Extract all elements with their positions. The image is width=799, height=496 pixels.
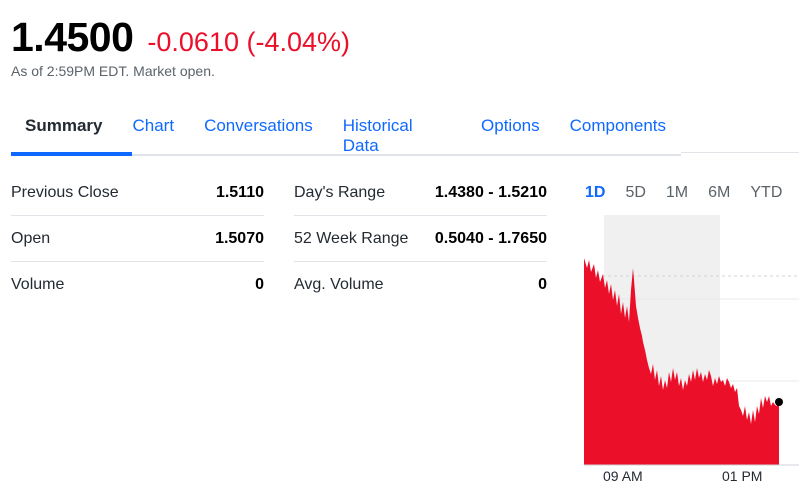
stat-days-range: Day's Range 1.4380 - 1.5210 xyxy=(294,170,547,216)
summary-stats-left: Previous Close 1.5110 Open 1.5070 Volume… xyxy=(11,170,264,307)
quote-tabs: Summary Chart Conversations Historical D… xyxy=(11,104,681,156)
tab-summary[interactable]: Summary xyxy=(11,104,134,156)
stat-value: 1.5110 xyxy=(215,183,264,201)
current-price: 1.4500 xyxy=(11,14,134,60)
x-tick-label: 01 PM xyxy=(722,468,763,484)
price-row: 1.4500 -0.0610 (-4.04%) xyxy=(11,14,350,61)
tab-historical-data[interactable]: Historical Data xyxy=(342,116,413,155)
range-5d[interactable]: 5D xyxy=(625,184,646,201)
stat-volume: Volume 0 xyxy=(11,262,264,307)
range-6m[interactable]: 6M xyxy=(708,184,731,201)
tab-conversations[interactable]: Conversations xyxy=(204,116,313,135)
stat-value: 1.5070 xyxy=(215,229,264,247)
chart-range-selector: 1D 5D 1M 6M YTD xyxy=(574,184,792,202)
stat-avg-volume: Avg. Volume 0 xyxy=(294,262,547,307)
stat-label: 52 Week Range xyxy=(294,229,409,247)
price-chart-svg xyxy=(584,215,799,466)
stat-label: Open xyxy=(11,229,51,247)
stat-value: 0.5040 - 1.7650 xyxy=(434,229,547,247)
stat-label: Avg. Volume xyxy=(294,275,384,293)
tab-options[interactable]: Options xyxy=(481,116,540,135)
stat-value: 1.4380 - 1.5210 xyxy=(434,183,547,201)
stat-open: Open 1.5070 xyxy=(11,216,264,262)
quote-header: 1.4500 -0.0610 (-4.04%) As of 2:59PM EDT… xyxy=(11,14,350,79)
stat-label: Volume xyxy=(11,275,65,293)
market-status: As of 2:59PM EDT. Market open. xyxy=(11,63,215,79)
range-1m[interactable]: 1M xyxy=(665,184,689,201)
stat-value: 0 xyxy=(538,275,547,293)
range-1d[interactable]: 1D xyxy=(585,184,606,201)
mini-price-chart[interactable]: 09 AM 01 PM xyxy=(570,210,799,496)
price-area xyxy=(584,258,779,465)
price-change: -0.0610 (-4.04%) xyxy=(147,27,351,57)
stat-label: Day's Range xyxy=(294,183,386,201)
last-price-dot xyxy=(775,398,783,406)
tab-chart[interactable]: Chart xyxy=(132,116,175,135)
tabs-divider xyxy=(681,152,799,153)
stat-52-week-range: 52 Week Range 0.5040 - 1.7650 xyxy=(294,216,547,262)
stat-previous-close: Previous Close 1.5110 xyxy=(11,170,264,216)
stat-label: Previous Close xyxy=(11,183,119,201)
range-ytd[interactable]: YTD xyxy=(750,184,783,201)
x-tick-label: 09 AM xyxy=(603,468,643,484)
stat-value: 0 xyxy=(255,275,264,293)
summary-stats-right: Day's Range 1.4380 - 1.5210 52 Week Rang… xyxy=(294,170,547,307)
tab-components[interactable]: Components xyxy=(569,116,666,135)
